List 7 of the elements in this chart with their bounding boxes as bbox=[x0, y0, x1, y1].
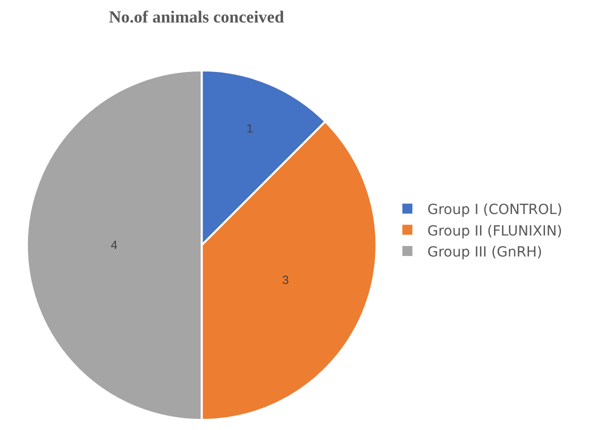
legend-label: Group II (FLUNIXIN) bbox=[427, 223, 562, 240]
legend-label: Group III (GnRH) bbox=[427, 244, 542, 260]
data-label: 3 bbox=[282, 272, 290, 287]
chart-title: No.of animals conceived bbox=[108, 8, 285, 27]
data-label: 4 bbox=[110, 238, 118, 252]
legend-label: Group I (CONTROL) bbox=[427, 202, 562, 218]
data-label: 1 bbox=[246, 121, 254, 136]
